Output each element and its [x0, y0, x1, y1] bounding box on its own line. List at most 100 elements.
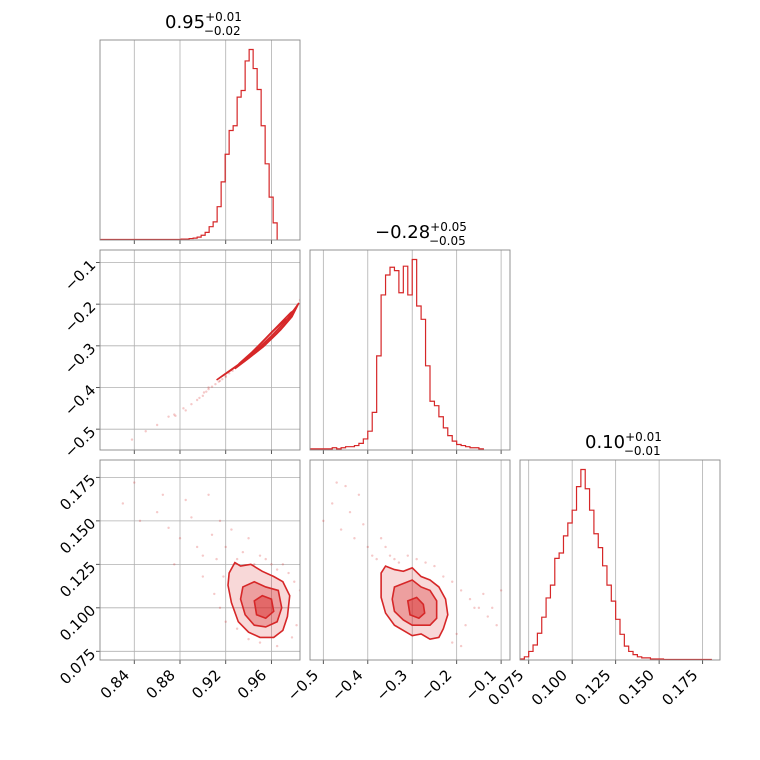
scatter-point	[190, 516, 193, 519]
scatter-point	[217, 380, 221, 383]
scatter-point	[218, 519, 222, 523]
scatter-point	[173, 563, 176, 566]
scatter-point	[207, 387, 210, 391]
histogram-step-line	[100, 48, 278, 240]
scatter-point	[224, 620, 227, 623]
scatter-point	[144, 430, 147, 433]
scatter-point	[195, 398, 199, 402]
contour-level-2	[239, 580, 283, 628]
scatter-point	[406, 554, 409, 557]
scatter-point	[353, 537, 356, 540]
scatter-point	[339, 528, 343, 531]
scatter-point	[451, 580, 454, 583]
contour-level-3	[253, 594, 275, 620]
x-tick-label: 0.84	[97, 666, 133, 702]
title-value: −0.28	[375, 222, 430, 243]
scatter-point	[178, 537, 182, 540]
panel-3-1: 0.84 0.88 0.92 0.96 0.0750.1000.1250.1500.17…	[56, 459, 301, 702]
title-plus-error: +0.05	[430, 220, 467, 234]
scatter-point	[310, 263, 312, 265]
histogram-panel-1: 0.95+0.01 −0.02	[99, 10, 301, 244]
scatter-point	[275, 644, 279, 648]
scatter-point	[121, 502, 125, 505]
scatter-point	[270, 563, 273, 566]
histogram-panel-2: −0.28+0.05 −0.05	[309, 220, 511, 454]
scatter-point	[293, 580, 296, 583]
y-tick-label: −0.5	[61, 423, 99, 461]
scatter-point	[424, 561, 427, 564]
plot-area	[322, 481, 503, 648]
scatter-point	[344, 484, 347, 488]
scatter-point	[357, 493, 361, 496]
scatter-point	[375, 557, 378, 561]
title-minus-error: −0.02	[204, 24, 241, 38]
title-plus-error: +0.01	[625, 430, 662, 444]
scatter-point	[133, 481, 136, 484]
scatter-point	[174, 414, 177, 418]
scatter-point	[287, 571, 290, 575]
contour-level-3	[216, 302, 300, 381]
y-tick-label: −0.2	[61, 298, 99, 336]
x-tick-label: 0.96	[234, 666, 270, 702]
x-tick-label: −0.5	[284, 666, 322, 704]
scatter-point	[473, 606, 476, 610]
scatter-point	[184, 409, 187, 412]
scatter-point	[213, 592, 216, 596]
y-tick-label: 0.100	[56, 601, 99, 644]
parameter-title: 0.10+0.01 −0.01	[585, 430, 662, 458]
title-minus-error: −0.05	[429, 234, 466, 248]
scatter-point	[442, 575, 445, 578]
y-tick-label: 0.075	[56, 645, 99, 688]
scatter-point	[315, 253, 317, 255]
scatter-point	[295, 624, 298, 627]
scatter-point	[258, 641, 262, 644]
scatter-point	[224, 545, 227, 549]
scatter-point	[218, 606, 222, 610]
x-tick-label: −0.2	[417, 666, 455, 704]
title-minus-error: −0.01	[624, 444, 661, 458]
scatter-point	[190, 402, 193, 406]
scatter-point	[184, 498, 187, 502]
scatter-point	[459, 644, 463, 648]
title-value: 0.10	[585, 432, 625, 453]
contour-level-1	[227, 561, 291, 639]
scatter-point	[362, 523, 365, 526]
panel-2-1: −0.5 −0.4 −0.3−0.2 −0.1	[61, 249, 317, 461]
scatter-point	[433, 564, 436, 568]
scatter-point	[155, 510, 159, 514]
y-tick-label: 0.125	[56, 558, 99, 601]
parameter-title: 0.95+0.01 −0.02	[165, 10, 242, 38]
scatter-point	[388, 554, 392, 557]
scatter-point	[161, 493, 165, 496]
parameter-title: −0.28+0.05 −0.05	[375, 220, 467, 248]
x-tick-label: 0.150	[615, 666, 658, 709]
scatter-point	[491, 606, 494, 610]
scatter-point	[303, 282, 305, 284]
scatter-point	[397, 561, 401, 564]
scatter-point	[384, 545, 387, 549]
scatter-point	[459, 589, 463, 592]
scatter-point	[379, 537, 383, 540]
scatter-point	[201, 394, 205, 398]
scatter-point	[221, 377, 224, 381]
title-value: 0.95	[165, 12, 205, 33]
contour-level-2	[391, 579, 438, 627]
scatter-point	[138, 519, 142, 523]
x-tick-label: 0.175	[658, 666, 701, 709]
scatter-point	[451, 641, 454, 644]
panel-frame	[519, 459, 721, 661]
panel-frame	[99, 249, 301, 451]
scatter-point	[224, 374, 227, 378]
scatter-point	[214, 382, 217, 386]
panel-frame	[309, 459, 511, 661]
scatter-point	[224, 375, 227, 379]
scatter-point	[215, 557, 218, 561]
scatter-point	[235, 557, 239, 561]
scatter-point	[205, 390, 208, 393]
scatter-point	[322, 519, 325, 523]
y-tick-label: −0.1	[61, 256, 99, 294]
x-tick-label: 0.100	[528, 666, 571, 709]
scatter-point	[307, 274, 309, 276]
scatter-point	[253, 563, 256, 566]
